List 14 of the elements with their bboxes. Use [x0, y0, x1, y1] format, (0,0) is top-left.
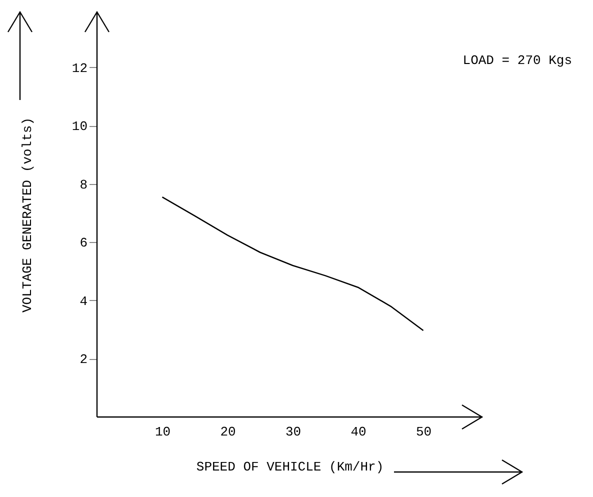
x-tick-label: 10 [154, 424, 171, 440]
x-tick-label: 40 [350, 424, 366, 440]
y-tick-label: 2 [80, 352, 88, 368]
x-tick-label: 20 [220, 424, 236, 440]
x-tick-label: 50 [416, 424, 432, 440]
y-axis-title: VOLTAGE GENERATED (volts) [20, 117, 35, 313]
annotation: LOAD = 270 Kgs [462, 53, 572, 68]
y-tick-label: 10 [72, 119, 88, 134]
y-tick-label: 12 [72, 60, 88, 76]
y-tick-label: 4 [80, 294, 88, 309]
x-axis-title: SPEED OF VEHICLE (Km/Hr) [196, 460, 384, 474]
y-tick-label: 8 [80, 177, 88, 192]
y-tick-label: 6 [80, 236, 88, 251]
x-tick-label: 30 [285, 424, 302, 440]
